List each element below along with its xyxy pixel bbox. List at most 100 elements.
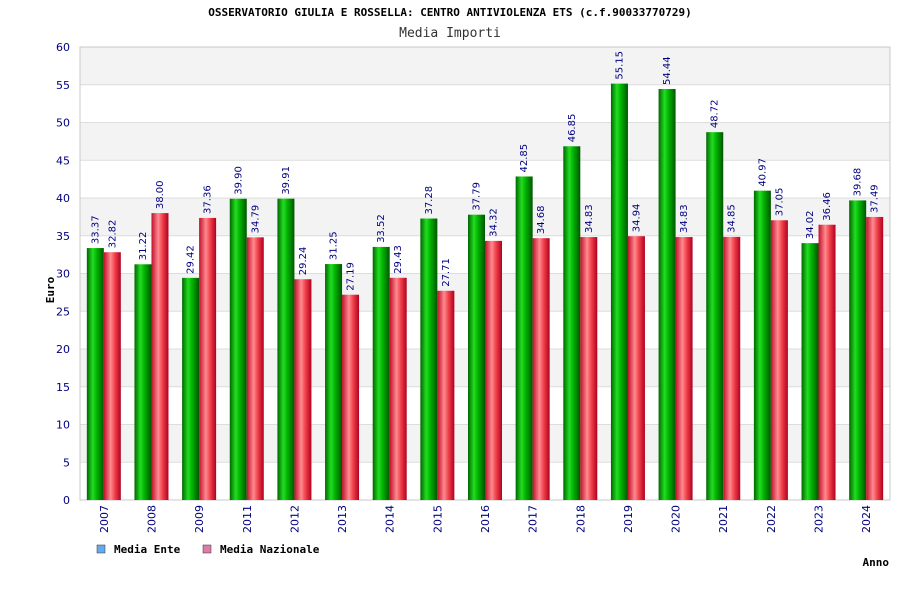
x-tick-label: 2021	[717, 505, 730, 533]
data-label: 39.91	[281, 166, 292, 195]
data-label: 34.85	[727, 204, 738, 233]
chart-title: OSSERVATORIO GIULIA E ROSSELLA: CENTRO A…	[208, 6, 691, 19]
y-axis-label: Euro	[44, 276, 57, 303]
data-label: 33.37	[90, 215, 101, 244]
plot-band	[80, 84, 890, 123]
bar-media-nazionale	[294, 279, 312, 500]
chart-subtitle: Media Importi	[399, 26, 501, 41]
legend: Media Ente Media Nazionale	[96, 543, 320, 556]
bar-media-nazionale	[151, 213, 169, 500]
x-tick-label: 2011	[241, 505, 254, 533]
bar-media-ente	[468, 214, 485, 501]
bar-media-nazionale	[866, 216, 884, 500]
data-label: 34.68	[536, 206, 547, 235]
bar-media-ente	[849, 200, 867, 500]
data-label: 38.00	[155, 180, 166, 209]
data-label: 39.90	[233, 166, 244, 195]
y-tick-label: 50	[56, 117, 70, 130]
x-tick-label: 2023	[813, 505, 826, 533]
x-tick-label: 2019	[622, 505, 635, 533]
x-tick-label: 2007	[98, 505, 111, 533]
data-label: 34.94	[631, 204, 642, 233]
data-label: 54.44	[662, 56, 673, 85]
bar-media-nazionale	[246, 237, 264, 500]
bar-media-nazionale	[437, 290, 455, 500]
legend-swatch-media-nazionale	[202, 544, 212, 554]
bar-media-nazionale	[485, 240, 502, 500]
data-label: 46.85	[567, 114, 578, 143]
bar-media-ente	[706, 132, 724, 500]
x-tick-label: 2020	[670, 505, 683, 533]
bar-media-ente	[372, 246, 390, 500]
data-label: 39.68	[853, 168, 864, 197]
y-tick-label: 60	[56, 41, 70, 54]
bar-media-ente	[134, 264, 152, 500]
x-tick-label: 2018	[574, 505, 587, 533]
y-tick-label: 45	[56, 154, 70, 167]
data-label: 37.79	[472, 182, 483, 211]
x-tick-label: 2015	[431, 505, 444, 533]
x-tick-label: 2013	[336, 505, 349, 533]
x-tick-label: 2024	[860, 505, 873, 533]
x-tick-label: 2012	[288, 505, 301, 533]
x-tick-label: 2009	[193, 505, 206, 533]
bar-media-nazionale	[770, 220, 788, 500]
data-label: 29.42	[186, 245, 197, 274]
bar-media-ente	[277, 198, 295, 500]
data-label: 37.05	[774, 188, 785, 217]
y-tick-label: 5	[63, 456, 70, 469]
legend-label-media-ente: Media Ente	[114, 543, 181, 556]
bar-media-ente	[515, 176, 533, 501]
data-label: 37.28	[424, 186, 435, 215]
bar-media-nazionale	[627, 236, 645, 500]
bar-media-ente	[86, 248, 104, 500]
data-label: 55.15	[614, 51, 625, 80]
data-label: 33.52	[376, 214, 387, 243]
data-label: 34.83	[584, 204, 595, 233]
bar-media-nazionale	[818, 224, 836, 501]
bar-media-nazionale	[103, 252, 121, 500]
bar-media-ente	[610, 83, 628, 501]
x-tick-label: 2016	[479, 505, 492, 533]
legend-label-media-nazionale: Media Nazionale	[220, 543, 320, 556]
x-tick-label: 2008	[145, 505, 158, 533]
y-axis-ticks: 0 5 10 15 20 25 30 35 40 45 50 55 60	[56, 41, 70, 507]
bar-media-ente	[325, 264, 343, 500]
x-tick-label: 2022	[765, 505, 778, 533]
data-label: 27.19	[346, 262, 357, 291]
bar-media-nazionale	[389, 277, 407, 500]
y-tick-label: 35	[56, 230, 70, 243]
data-label: 36.46	[822, 192, 833, 221]
bar-media-nazionale	[532, 238, 550, 500]
bar-media-ente	[801, 243, 819, 501]
data-label: 42.85	[519, 144, 530, 173]
bars	[86, 83, 884, 501]
data-label: 31.25	[329, 231, 340, 260]
bar-media-ente	[658, 88, 676, 500]
y-tick-label: 55	[56, 79, 70, 92]
data-label: 32.82	[107, 220, 118, 249]
data-label: 34.83	[679, 204, 690, 233]
x-axis-ticks: 2007 2008 2009 2011 2012 2013 2014 2015 2016 2017…	[98, 505, 873, 533]
bar-media-ente	[753, 190, 771, 500]
x-axis-label: Anno	[863, 556, 890, 569]
bar-media-ente	[229, 198, 247, 500]
bar-media-nazionale	[723, 236, 741, 500]
data-label: 34.02	[805, 211, 816, 240]
y-tick-label: 30	[56, 268, 70, 281]
data-label: 37.49	[870, 184, 881, 213]
data-label: 34.79	[250, 205, 261, 234]
data-label: 40.97	[757, 158, 768, 187]
data-label: 29.43	[393, 245, 404, 274]
legend-swatch-media-ente	[96, 544, 106, 554]
data-label: 27.71	[441, 258, 452, 287]
plot-band	[80, 47, 890, 85]
x-tick-label: 2017	[527, 505, 540, 533]
data-label: 29.24	[298, 247, 309, 276]
y-tick-label: 10	[56, 419, 70, 432]
y-tick-label: 0	[63, 494, 70, 507]
bar-media-nazionale	[580, 237, 598, 500]
bar-media-ente	[182, 277, 200, 500]
data-label: 37.36	[203, 185, 214, 214]
y-tick-label: 20	[56, 343, 70, 356]
